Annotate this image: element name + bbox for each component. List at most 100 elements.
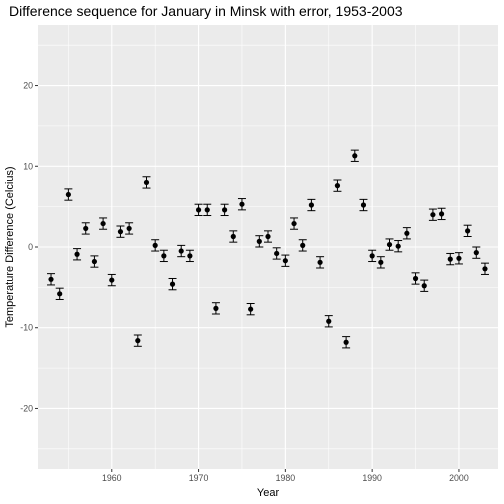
- data-point-group: [203, 203, 212, 217]
- data-point-group: [385, 238, 394, 251]
- data-point: [456, 255, 462, 261]
- y-tick-label: 20: [23, 81, 33, 91]
- data-point-group: [194, 203, 203, 217]
- data-point-group: [125, 222, 134, 235]
- data-point: [447, 256, 453, 262]
- data-point-group: [446, 252, 455, 266]
- data-point: [57, 291, 63, 297]
- data-point-group: [211, 302, 220, 315]
- data-point-group: [454, 252, 463, 265]
- data-point-group: [324, 315, 333, 328]
- data-point: [395, 243, 401, 249]
- data-point-group: [55, 287, 64, 300]
- data-point-group: [255, 235, 264, 248]
- data-point-group: [307, 198, 316, 212]
- data-point: [438, 211, 445, 217]
- data-point: [74, 251, 80, 257]
- data-point: [386, 241, 393, 248]
- data-point: [352, 153, 358, 159]
- data-point: [334, 183, 341, 189]
- data-point-group: [229, 230, 238, 243]
- data-point: [117, 229, 124, 235]
- data-point: [308, 202, 314, 208]
- data-point: [404, 230, 410, 236]
- data-point-group: [116, 225, 125, 238]
- y-tick-label: 0: [28, 242, 33, 252]
- x-tick-label: 1970: [189, 473, 209, 483]
- data-point: [213, 305, 219, 311]
- data-point: [135, 338, 141, 344]
- y-tick-label: -20: [20, 403, 33, 413]
- data-point-group: [47, 273, 56, 286]
- data-point: [291, 220, 297, 227]
- data-point-group: [402, 227, 411, 240]
- chart-title: Difference sequence for January in Minsk…: [9, 3, 403, 19]
- data-point: [161, 253, 167, 259]
- data-point: [204, 207, 210, 213]
- data-point: [230, 233, 236, 240]
- data-point: [465, 228, 471, 234]
- data-point-group: [99, 217, 108, 230]
- data-point-group: [142, 176, 151, 189]
- data-point: [369, 253, 375, 259]
- data-point: [360, 202, 367, 208]
- data-point: [152, 242, 158, 248]
- data-point: [282, 258, 288, 264]
- data-point: [239, 201, 245, 207]
- data-point-group: [316, 256, 325, 269]
- data-point-group: [368, 249, 377, 263]
- data-point: [473, 250, 479, 256]
- data-point: [109, 277, 115, 283]
- data-point-group: [394, 240, 403, 253]
- data-point: [421, 283, 427, 289]
- data-point: [430, 212, 436, 218]
- y-tick-label: 10: [23, 161, 33, 171]
- data-point-group: [81, 222, 90, 235]
- data-point-group: [428, 208, 437, 221]
- data-point-group: [185, 249, 194, 263]
- data-point: [378, 259, 384, 265]
- data-point-group: [73, 248, 82, 261]
- data-point-group: [177, 244, 186, 258]
- data-point-group: [290, 217, 299, 230]
- data-point-group: [463, 224, 472, 238]
- data-point-group: [159, 249, 168, 263]
- data-point: [195, 207, 202, 213]
- data-point-group: [411, 272, 420, 285]
- data-point: [265, 233, 271, 240]
- data-point-group: [168, 277, 177, 291]
- data-point-group: [272, 247, 281, 260]
- data-point: [187, 253, 193, 259]
- data-point: [343, 339, 349, 345]
- data-point-group: [237, 198, 246, 211]
- data-point: [83, 225, 89, 232]
- x-tick-label: 1980: [276, 473, 296, 483]
- data-point: [412, 275, 419, 282]
- data-point: [222, 207, 228, 213]
- data-point: [256, 238, 262, 244]
- data-point: [143, 179, 150, 186]
- data-point: [48, 276, 54, 282]
- data-points: [47, 149, 489, 349]
- data-point: [326, 318, 332, 324]
- x-tick-label: 1960: [102, 473, 122, 483]
- data-point-group: [90, 255, 99, 268]
- data-point-group: [376, 256, 385, 269]
- data-point: [178, 248, 184, 254]
- data-point-group: [480, 262, 489, 275]
- data-point: [300, 242, 306, 248]
- x-tick-label: 1990: [362, 473, 382, 483]
- data-point-group: [298, 239, 307, 252]
- data-point-group: [64, 188, 73, 201]
- data-point: [274, 250, 280, 257]
- x-axis-label: Year: [257, 487, 280, 499]
- data-point-group: [437, 207, 446, 221]
- data-point: [482, 266, 488, 272]
- data-point: [91, 258, 98, 265]
- data-point: [248, 306, 254, 312]
- data-point-group: [264, 230, 272, 243]
- y-axis-label: Temperature Difference (Celcius): [4, 166, 16, 327]
- data-point: [100, 220, 106, 227]
- grid: [38, 25, 498, 469]
